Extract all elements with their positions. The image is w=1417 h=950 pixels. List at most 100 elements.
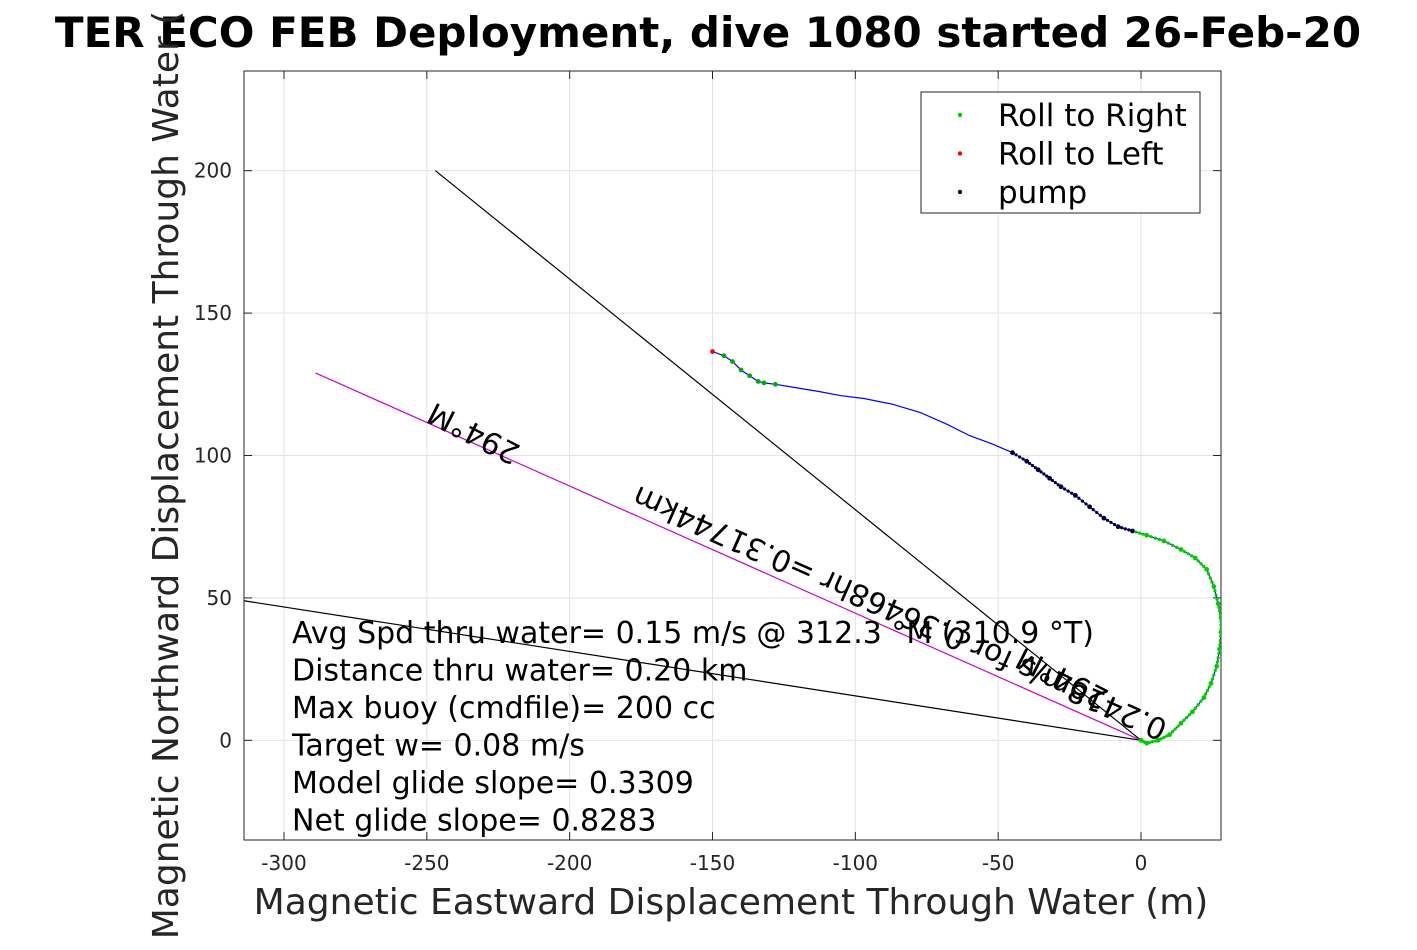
- x-tick-label: 0: [1135, 851, 1148, 875]
- roll-right-point: [1214, 663, 1220, 669]
- roll-right-point: [1176, 724, 1180, 728]
- roll-right-point: [1218, 629, 1221, 635]
- pump-point: [1045, 474, 1049, 478]
- roll-right-point: [747, 373, 753, 379]
- roll-right-point: [1208, 680, 1214, 686]
- roll-right-point: [1190, 709, 1195, 715]
- legend-box: [920, 91, 1201, 214]
- x-tick-label: -200: [547, 851, 592, 875]
- pump-point: [1014, 453, 1018, 457]
- roll-right-point: [1218, 639, 1221, 643]
- roll-right-point: [1170, 543, 1175, 547]
- roll-right-point: [1192, 555, 1198, 561]
- data-clip-group: [244, 170, 1221, 746]
- pump-point: [1053, 480, 1057, 485]
- roll-right-point: [1217, 605, 1221, 609]
- roll-right-point: [1178, 720, 1184, 726]
- roll-right-point: [755, 379, 761, 384]
- y-tick-label: 0: [219, 728, 232, 752]
- roll-right-point: [1166, 541, 1170, 545]
- roll-right-point: [772, 381, 778, 387]
- roll-right-point: [761, 380, 767, 386]
- pump-point: [1105, 518, 1110, 522]
- roll-right-point: [1217, 651, 1221, 656]
- roll-right-point: [1204, 567, 1210, 572]
- roll-right-point: [1213, 668, 1217, 673]
- stat-line: Net glide slope= 0.8283: [292, 804, 656, 839]
- pump-point: [1021, 457, 1025, 461]
- roll-right-point: [1219, 634, 1221, 638]
- roll-right-point: [1208, 576, 1212, 580]
- roll-right-point: [1186, 552, 1190, 556]
- roll-right-point: [1157, 537, 1162, 542]
- legend-marker: [957, 151, 963, 156]
- roll-right-point: [1214, 593, 1218, 597]
- pump-point: [1072, 492, 1078, 498]
- x-tick-label: -150: [690, 851, 735, 875]
- roll-right-point: [1134, 530, 1138, 534]
- pump-point: [1084, 502, 1088, 506]
- roll-right-point: [1212, 673, 1216, 677]
- pump-point: [1112, 522, 1117, 527]
- y-tick-label: 100: [194, 444, 232, 468]
- y-tick-label: 200: [194, 159, 232, 183]
- roll-right-point: [1193, 706, 1197, 710]
- chart-title: TER ECO FEB Deployment, dive 1080 starte…: [55, 8, 1361, 57]
- roll-right-point: [1175, 545, 1179, 549]
- y-tick-label: 150: [194, 301, 232, 325]
- y-tick-label: 50: [207, 586, 232, 610]
- roll-right-point: [1218, 643, 1221, 647]
- roll-right-point: [1182, 718, 1186, 722]
- roll-right-point: [1150, 740, 1155, 744]
- roll-right-point: [1147, 740, 1152, 745]
- pump-point: [1091, 508, 1095, 512]
- roll-right-point: [1210, 580, 1214, 584]
- roll-right-point: [1202, 564, 1206, 569]
- roll-right-point: [1201, 695, 1207, 700]
- legend-marker: [957, 189, 963, 195]
- roll-right-point: [1143, 740, 1147, 745]
- roll-right-point: [1206, 572, 1211, 576]
- pump-point: [1123, 527, 1127, 531]
- roll-right-point: [1218, 615, 1221, 621]
- roll-right-point: [1196, 559, 1200, 563]
- plot-frame: [243, 70, 1222, 841]
- roll-right-point: [1217, 609, 1221, 613]
- pump-point: [1070, 491, 1074, 495]
- pump-point: [1127, 528, 1131, 532]
- legend-marker: [957, 112, 963, 118]
- roll-right-point: [1217, 646, 1221, 652]
- stat-line: Target w= 0.08 m/s: [291, 729, 585, 764]
- roll-right-point: [1149, 535, 1153, 539]
- roll-right-point: [1173, 727, 1177, 731]
- roll-right-point: [1167, 732, 1172, 738]
- roll-right-point: [1153, 536, 1157, 540]
- pump-point: [1087, 504, 1092, 510]
- roll-right-point: [1161, 538, 1167, 544]
- legend-label: Roll to Left: [998, 137, 1164, 173]
- x-tick-label: -100: [833, 851, 878, 875]
- roll-right-point: [1178, 547, 1184, 552]
- x-axis-label: Magnetic Eastward Displacement Through W…: [254, 882, 1209, 923]
- pump-point: [1047, 475, 1052, 481]
- roll-right-point: [1210, 677, 1215, 681]
- roll-right-point: [1153, 739, 1157, 743]
- roll-right-point: [1215, 597, 1219, 601]
- roll-left-point: [710, 349, 715, 354]
- pump-point: [1095, 510, 1099, 515]
- roll-right-point: [1199, 562, 1203, 566]
- roll-right-point: [1207, 685, 1211, 689]
- roll-right-point: [738, 367, 744, 373]
- pump-point: [1062, 487, 1067, 491]
- legend-label: Roll to Right: [998, 98, 1187, 134]
- pump-point: [1080, 499, 1085, 503]
- pump-point: [1030, 463, 1035, 468]
- pump-point: [1130, 528, 1135, 534]
- roll-right-point: [1205, 688, 1210, 693]
- pump-point: [1098, 513, 1102, 517]
- x-tick-label: -300: [261, 851, 306, 875]
- roll-right-point: [1182, 550, 1187, 554]
- roll-right-point: [1216, 656, 1220, 660]
